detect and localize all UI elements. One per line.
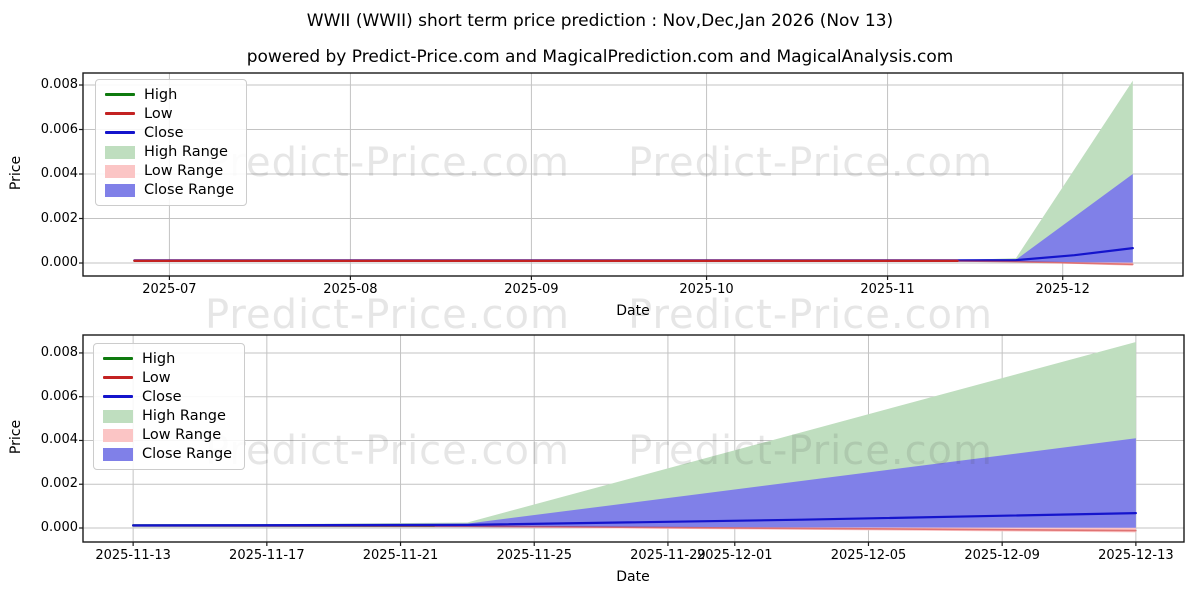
legend-item-low: Low [103, 368, 232, 387]
x-tick-label-chart2: 2025-12-05 [830, 548, 907, 563]
x-tick-label-chart1: 2025-12 [1035, 282, 1090, 297]
legend-item-high-range: High Range [105, 143, 234, 162]
y-tick-label-chart1: 0.000 [40, 255, 78, 270]
legend-item-label: High Range [142, 408, 226, 425]
y-tick-label-chart2: 0.004 [40, 432, 78, 448]
legend-item-low: Low [105, 104, 234, 123]
legend-item-label: Close [144, 124, 184, 141]
legend-item-label: High [142, 350, 176, 367]
x-tick-label-chart2: 2025-12-13 [1098, 548, 1174, 563]
y-tick-label-chart2: 0.002 [40, 476, 78, 492]
legend-line-swatch [105, 131, 135, 135]
legend-item-high: High [105, 85, 234, 104]
legend-patch-swatch [105, 145, 135, 159]
y-tick-label-chart1: 0.004 [40, 166, 78, 181]
y-tick-label-chart1: 0.008 [40, 77, 78, 92]
x-tick-label-chart2: 2025-11-17 [229, 548, 305, 563]
y-tick-label-chart2: 0.008 [40, 344, 78, 360]
x-tick-label-chart1: 2025-10 [679, 282, 734, 297]
y-axis-label-top: Price [8, 155, 24, 191]
legend-item-label: Low Range [142, 427, 222, 444]
legend-patch-swatch [103, 428, 133, 442]
legend-item-label: Low [144, 105, 173, 122]
x-tick-label-chart1: 2025-08 [323, 282, 378, 297]
x-tick-label-chart1: 2025-11 [860, 282, 915, 297]
legend-line-swatch [105, 112, 135, 116]
legend-item-close-range: Close Range [103, 445, 232, 464]
plot-border-chart1 [82, 72, 1184, 277]
x-axis-label-top: Date [616, 303, 650, 319]
x-tick-label-chart2: 2025-12-01 [696, 548, 773, 563]
chart-title: WWII (WWII) short term price prediction … [306, 11, 894, 31]
legend-line-swatch [103, 376, 133, 380]
x-axis-label-bottom: Date [616, 569, 650, 585]
legend-box-top: High Low Close High Range Low Range Close Ran… [95, 79, 248, 206]
plot-border-chart2 [82, 334, 1185, 543]
legend-patch-swatch [105, 164, 135, 178]
x-tick-label-chart1: 2025-07 [142, 282, 197, 297]
x-tick-label-chart1: 2025-09 [504, 282, 559, 297]
chart-subtitle: powered by Predict-Price.com and Magical… [246, 47, 954, 67]
close-range-band-chart2 [133, 438, 1136, 528]
legend-item-close: Close [103, 387, 232, 406]
legend-item-label: Close [142, 388, 182, 405]
y-tick-label-chart1: 0.002 [40, 210, 78, 226]
legend-patch-swatch [103, 409, 133, 423]
legend-item-close-range: Close Range [105, 181, 234, 200]
legend-item-low-range: Low Range [105, 162, 234, 181]
x-tick-label-chart2: 2025-11-21 [362, 548, 439, 563]
x-tick-label-chart2: 2025-11-25 [496, 548, 572, 563]
x-tick-label-chart2: 2025-11-13 [95, 548, 171, 563]
low-forecast-line-chart1 [956, 260, 1134, 266]
legend-patch-swatch [103, 447, 133, 461]
x-tick-label-chart2: 2025-12-09 [964, 548, 1040, 563]
y-tick-label-chart1: 0.006 [40, 121, 78, 137]
legend-item-high: High [103, 349, 232, 368]
close-range-band-chart1 [957, 174, 1133, 263]
legend-line-swatch [103, 395, 133, 399]
legend-item-high-range: High Range [103, 407, 232, 426]
legend-line-swatch [103, 357, 133, 361]
close-line-chart1 [133, 247, 1134, 262]
legend-line-swatch [105, 93, 135, 97]
legend-item-label: High [144, 86, 178, 103]
legend-item-label: Close Range [144, 182, 235, 199]
legend-item-label: High Range [144, 144, 228, 161]
legend-item-low-range: Low Range [103, 426, 232, 445]
legend-item-label: Close Range [142, 446, 233, 463]
y-tick-label-chart2: 0.000 [40, 519, 78, 535]
legend-box-bottom: High Low Close High Range Low Range Close Ran… [93, 343, 246, 470]
y-axis-label-bottom: Price [8, 419, 24, 455]
legend-item-label: Low [142, 369, 171, 386]
legend-patch-swatch [105, 183, 135, 197]
legend-item-label: Low Range [144, 163, 224, 180]
legend-item-close: Close [105, 123, 234, 142]
close-line-chart2 [132, 511, 1138, 527]
x-tick-label-chart2: 2025-11-29 [630, 548, 706, 563]
y-tick-label-chart2: 0.006 [40, 388, 78, 404]
